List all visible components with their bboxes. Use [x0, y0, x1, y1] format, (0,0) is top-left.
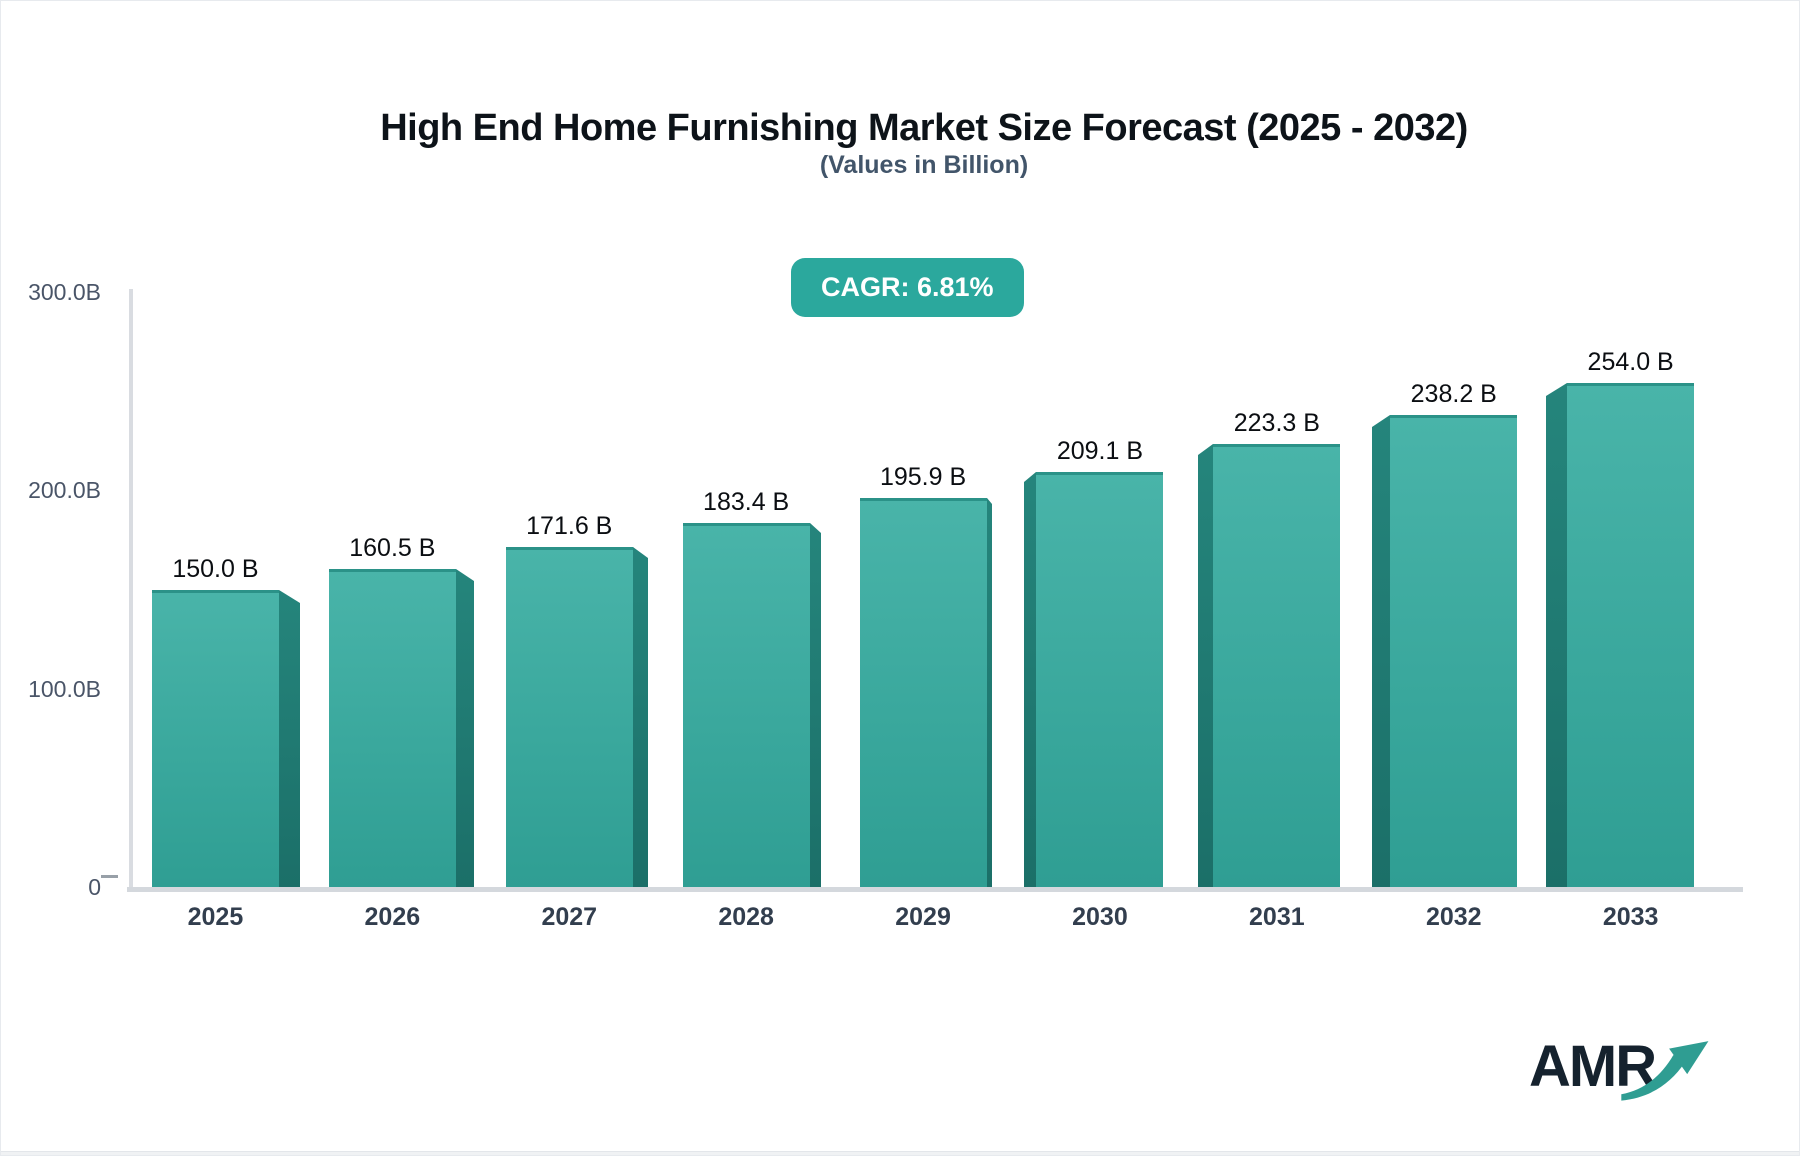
bar-side-face [1024, 472, 1036, 887]
x-axis-line [127, 887, 1743, 892]
logo-text: AMR [1529, 1034, 1657, 1099]
y-axis-label: 300.0B [28, 279, 101, 305]
bar-2031 [1213, 444, 1340, 887]
bar-2033 [1567, 383, 1694, 887]
page-title: High End Home Furnishing Market Size For… [380, 107, 1468, 149]
x-axis-label: 2032 [1425, 903, 1482, 931]
bar-side-face [633, 547, 648, 887]
x-axis-label: 2030 [1072, 903, 1128, 931]
bar-value-label: 171.6 B [526, 512, 613, 540]
bar-2030 [1036, 472, 1163, 887]
bar-value-label: 150.0 B [172, 555, 259, 583]
x-axis-label: 2026 [364, 903, 421, 931]
x-axis-label: 2031 [1249, 903, 1305, 931]
bar-2025 [152, 590, 279, 887]
bar-value-label: 183.4 B [703, 488, 790, 516]
x-axis-label: 2029 [895, 903, 951, 931]
bar-value-label: 209.1 B [1056, 437, 1144, 465]
logo: AMR [1529, 1033, 1729, 1113]
bar-side-face [456, 569, 474, 887]
bar-side-face [1546, 383, 1567, 887]
x-axis-label: 2027 [541, 903, 598, 931]
bar-2028 [683, 523, 810, 887]
y-axis-zero-tick [101, 875, 118, 878]
y-axis-label: 200.0B [28, 477, 101, 504]
bar-2032 [1390, 415, 1517, 887]
bar-2026 [329, 569, 456, 887]
bar-value-label: 254.0 B [1587, 348, 1674, 376]
bar-2027 [506, 547, 633, 887]
y-axis-label: 0 [88, 874, 101, 900]
x-axis-label: 2033 [1602, 903, 1659, 931]
cagr-badge: CAGR: 6.81% [791, 258, 1024, 317]
x-axis-label: 2028 [718, 903, 774, 931]
bar-value-label: 223.3 B [1233, 409, 1320, 437]
bar-side-face [1198, 444, 1213, 887]
y-axis-label: 100.0B [28, 675, 101, 702]
x-axis-label: 2025 [187, 903, 244, 931]
page-subtitle: (Values in Billion) [819, 151, 1029, 179]
bar-side-face [810, 523, 821, 887]
logo-arrow-icon [1621, 1041, 1709, 1101]
bar-value-label: 238.2 B [1410, 380, 1497, 408]
bar-side-face [987, 498, 992, 887]
bar-value-label: 195.9 B [879, 463, 967, 491]
bottom-strip [1, 1151, 1799, 1155]
bar-side-face [1372, 415, 1390, 887]
bar-value-label: 160.5 B [349, 534, 436, 562]
bar-2029 [860, 498, 987, 887]
bar-side-face [279, 590, 300, 887]
y-axis-line [129, 289, 133, 887]
